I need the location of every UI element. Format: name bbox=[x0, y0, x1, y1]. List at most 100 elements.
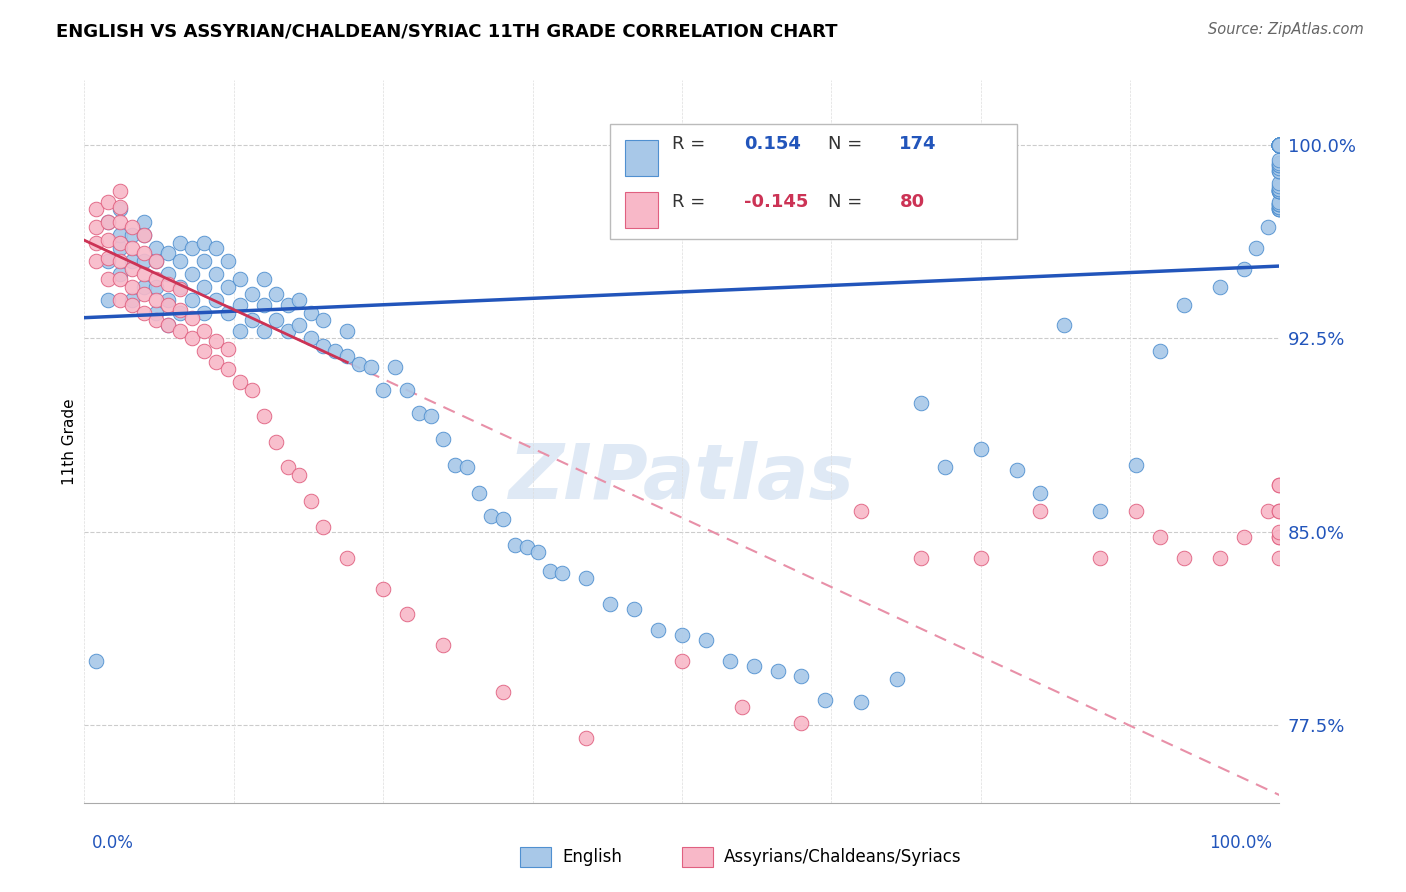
Point bbox=[181, 267, 204, 281]
Point bbox=[205, 241, 228, 255]
Point bbox=[336, 324, 359, 338]
Point bbox=[169, 254, 191, 268]
Point bbox=[1268, 163, 1291, 178]
Point bbox=[97, 215, 120, 229]
Point bbox=[1268, 137, 1291, 152]
Point bbox=[97, 233, 120, 247]
Point bbox=[205, 293, 228, 307]
Bar bbox=[610, 124, 1017, 239]
Point bbox=[349, 357, 371, 371]
Point bbox=[1268, 137, 1291, 152]
Text: -0.145: -0.145 bbox=[744, 194, 808, 211]
Point bbox=[132, 287, 156, 301]
Point bbox=[1268, 530, 1291, 544]
Point bbox=[479, 509, 502, 524]
Point bbox=[1268, 200, 1291, 214]
Text: N =: N = bbox=[828, 194, 868, 211]
Point bbox=[277, 324, 299, 338]
Point bbox=[121, 254, 143, 268]
Point bbox=[121, 298, 143, 312]
Point bbox=[110, 215, 132, 229]
Point bbox=[934, 460, 956, 475]
Point bbox=[851, 504, 873, 518]
Point bbox=[229, 375, 252, 389]
Point bbox=[1268, 137, 1291, 152]
Text: 80: 80 bbox=[900, 194, 925, 211]
Point bbox=[1268, 137, 1291, 152]
Point bbox=[157, 267, 180, 281]
Point bbox=[193, 344, 215, 359]
Point bbox=[1268, 478, 1291, 492]
Point bbox=[1209, 279, 1232, 293]
Point bbox=[1268, 200, 1291, 214]
Text: N =: N = bbox=[828, 136, 868, 153]
Point bbox=[790, 715, 813, 730]
Point bbox=[301, 494, 323, 508]
Point bbox=[1268, 137, 1291, 152]
Point bbox=[1268, 137, 1291, 152]
Point bbox=[1125, 458, 1147, 472]
Point bbox=[1268, 137, 1291, 152]
Point bbox=[86, 202, 108, 217]
Point bbox=[1029, 486, 1052, 500]
Point bbox=[1268, 137, 1291, 152]
Point bbox=[1268, 153, 1291, 168]
Point bbox=[1268, 530, 1291, 544]
Point bbox=[110, 228, 132, 243]
Point bbox=[1257, 504, 1279, 518]
Point bbox=[1268, 137, 1291, 152]
Point bbox=[718, 654, 741, 668]
Point bbox=[110, 200, 132, 214]
Point bbox=[1268, 478, 1291, 492]
Point bbox=[1268, 177, 1291, 191]
Point bbox=[253, 272, 276, 286]
Point bbox=[132, 279, 156, 293]
Point bbox=[1268, 550, 1291, 565]
Point bbox=[1268, 137, 1291, 152]
Point bbox=[110, 267, 132, 281]
Point bbox=[288, 318, 311, 333]
Point bbox=[312, 519, 335, 533]
Point bbox=[516, 541, 538, 555]
Point bbox=[301, 331, 323, 345]
Point bbox=[145, 254, 167, 268]
Point bbox=[1268, 158, 1291, 172]
Point bbox=[86, 654, 108, 668]
Point bbox=[145, 241, 167, 255]
Point bbox=[1268, 184, 1291, 198]
Point bbox=[132, 246, 156, 260]
Point bbox=[1268, 504, 1291, 518]
Point bbox=[277, 298, 299, 312]
Point bbox=[1029, 504, 1052, 518]
Point bbox=[121, 228, 143, 243]
Point bbox=[277, 460, 299, 475]
Point bbox=[1268, 137, 1291, 152]
Point bbox=[97, 215, 120, 229]
Point bbox=[910, 396, 932, 410]
Point bbox=[1268, 137, 1291, 152]
Point bbox=[253, 324, 276, 338]
Text: R =: R = bbox=[672, 194, 711, 211]
Point bbox=[623, 602, 645, 616]
Point bbox=[1268, 161, 1291, 175]
Point bbox=[157, 318, 180, 333]
Point bbox=[1268, 181, 1291, 195]
Text: 0.0%: 0.0% bbox=[91, 834, 134, 852]
Point bbox=[193, 235, 215, 250]
Point bbox=[1090, 550, 1112, 565]
Point bbox=[193, 324, 215, 338]
Point bbox=[396, 383, 419, 397]
Point bbox=[1268, 137, 1291, 152]
Point bbox=[1173, 550, 1195, 565]
Point bbox=[97, 293, 120, 307]
Point bbox=[970, 550, 993, 565]
Point bbox=[312, 313, 335, 327]
Point bbox=[1268, 197, 1291, 211]
Text: R =: R = bbox=[672, 136, 711, 153]
Point bbox=[121, 293, 143, 307]
Text: Assyrians/Chaldeans/Syriacs: Assyrians/Chaldeans/Syriacs bbox=[724, 848, 962, 866]
Point bbox=[599, 597, 621, 611]
Point bbox=[193, 305, 215, 319]
Point bbox=[1268, 137, 1291, 152]
Point bbox=[1233, 530, 1256, 544]
